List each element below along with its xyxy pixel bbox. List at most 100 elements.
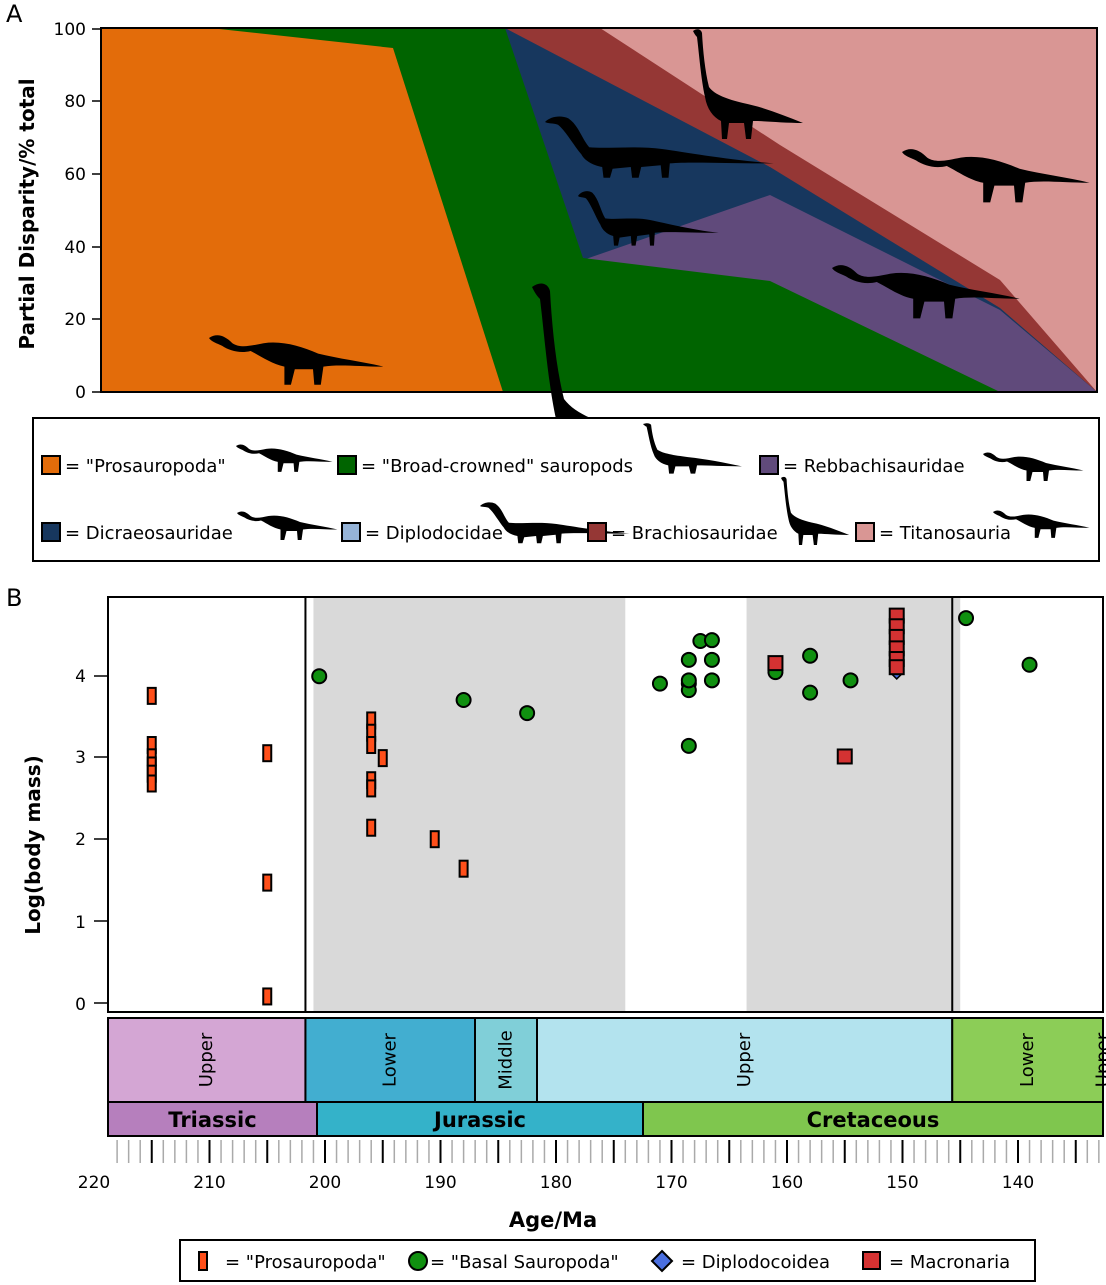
epoch-box: Middle (474, 1017, 538, 1103)
legend-item: = Diplodocoidea (650, 1249, 830, 1273)
epoch-box: Upper (107, 1017, 307, 1103)
legend-label: = "Prosauropoda" (225, 1252, 386, 1273)
x-tick-label: 180 (540, 1173, 572, 1193)
panel-a: A 0 20 40 60 80 100 (6, 0, 1100, 562)
legend-label: = Macronaria (889, 1252, 1010, 1273)
point-prosauropoda (262, 873, 273, 892)
y-tick-label: 4 (75, 667, 86, 687)
point-prosauropoda (146, 774, 157, 793)
legend-marker-square (862, 1251, 881, 1270)
point-basal-sauropoda (958, 610, 975, 627)
legend-swatch (41, 455, 61, 475)
legend-label: = Diplodocidae (365, 523, 503, 544)
epoch-label: Middle (496, 1030, 517, 1089)
point-prosauropoda (146, 686, 157, 705)
y-tick-label: 3 (75, 748, 86, 768)
legend-item: = "Basal Sauropoda" (408, 1251, 619, 1273)
boundary-lines (304, 597, 954, 1012)
panel-a-legend: = "Prosauropoda" = "Broad-crowned" sauro… (32, 417, 1100, 562)
period-box: Triassic (107, 1101, 318, 1137)
legend-swatch (855, 522, 875, 542)
point-prosauropoda (262, 987, 273, 1006)
epoch-fill (536, 1017, 954, 1103)
period-label: Cretaceous (807, 1108, 940, 1132)
legend-label: = "Basal Sauropoda" (430, 1252, 619, 1273)
point-basal-sauropoda (455, 691, 472, 708)
legend-frame (179, 1239, 1036, 1282)
panel-b-letter: B (6, 584, 22, 612)
point-basal-sauropoda (680, 737, 697, 754)
point-basal-sauropoda (311, 668, 328, 685)
shaded-epoch-band (313, 597, 626, 1012)
x-tick-label: 220 (78, 1173, 110, 1193)
epoch-fill (951, 1017, 1104, 1103)
panel-a-y-label: Partial Disparity/% total (15, 78, 39, 349)
legend-label: = Titanosauria (879, 523, 1011, 544)
geologic-timescale: Upper Lower Middle Upper Lower Upper Triassic J… (107, 1017, 1106, 1137)
x-tick-label: 200 (309, 1173, 341, 1193)
epoch-shading (313, 597, 961, 1012)
legend-item: = Titanosauria (855, 510, 1090, 544)
epoch-fill (474, 1017, 538, 1103)
point-prosauropoda (366, 779, 377, 798)
legend-swatch (341, 522, 361, 542)
epoch-fill (107, 1017, 307, 1103)
period-fill (107, 1101, 318, 1137)
epoch-label: Lower (380, 1032, 401, 1087)
epoch-box: Lower (304, 1017, 477, 1103)
x-axis-ticks (116, 1140, 1100, 1163)
point-prosauropoda (96, 741, 104, 757)
legend-marker-diamond (650, 1249, 674, 1273)
legend-label: = Diplodocoidea (681, 1252, 830, 1273)
x-tick-label: 210 (193, 1173, 225, 1193)
point-basal-sauropoda (680, 672, 697, 689)
legend-label: = Rebbachisauridae (783, 456, 965, 477)
point-basal-sauropoda (519, 705, 536, 722)
y-tick-label: 80 (64, 92, 86, 112)
legend-marker-bar (198, 1251, 208, 1271)
period-label: Jurassic (432, 1108, 526, 1132)
point-prosauropoda (96, 866, 104, 882)
panel-b-y-label: Log(body mass) (21, 755, 45, 935)
epoch-label: Upper (1093, 1032, 1106, 1087)
point-prosauropoda (458, 859, 469, 878)
legend-item: = "Prosauropoda" (198, 1251, 386, 1273)
y-tick-label: 40 (64, 238, 86, 258)
epoch-box: Upper (1093, 1032, 1106, 1087)
point-prosauropoda (96, 733, 104, 749)
legend-item: = "Broad-crowned" sauropods (337, 423, 742, 477)
epoch-box: Lower (951, 1017, 1104, 1103)
epoch-box: Upper (536, 1017, 954, 1103)
legend-item: = Macronaria (862, 1251, 1010, 1273)
point-prosauropoda (366, 736, 377, 755)
point-macronaria (767, 655, 784, 672)
y-tick-label: 1 (75, 913, 86, 933)
point-prosauropoda (366, 818, 377, 837)
period-fill (316, 1101, 644, 1137)
point-basal-sauropoda (842, 672, 859, 689)
panel-b: B 0 1 2 3 4 Log(body mass) Upper Lower Mid… (6, 584, 1106, 1282)
legend-swatch (337, 455, 357, 475)
legend-label: = "Prosauropoda" (65, 456, 226, 477)
period-box: Cretaceous (642, 1101, 1104, 1137)
panel-b-legend: = "Prosauropoda" = "Basal Sauropoda" = D… (179, 1239, 1036, 1282)
y-tick-label: 20 (64, 310, 86, 330)
panel-b-y-axis: 0 1 2 3 4 (75, 667, 108, 1015)
point-prosauropoda (377, 749, 388, 768)
legend-swatch (759, 455, 779, 475)
legend-item: = Dicraeosauridae (41, 511, 338, 544)
period-label: Triassic (168, 1108, 256, 1132)
point-basal-sauropoda (651, 675, 668, 692)
data-points (96, 607, 1038, 1006)
point-prosauropoda (96, 767, 104, 783)
epoch-label: Upper (734, 1032, 755, 1087)
point-basal-sauropoda (703, 672, 720, 689)
panel-a-y-axis: 0 20 40 60 80 100 (54, 20, 101, 403)
legend-marker-circle (408, 1251, 428, 1271)
area-prosauropoda (101, 28, 503, 392)
y-tick-label: 0 (75, 383, 86, 403)
legend-label: = Dicraeosauridae (65, 523, 233, 544)
panel-b-x-label: Age/Ma (509, 1208, 597, 1232)
x-tick-label: 170 (655, 1173, 687, 1193)
